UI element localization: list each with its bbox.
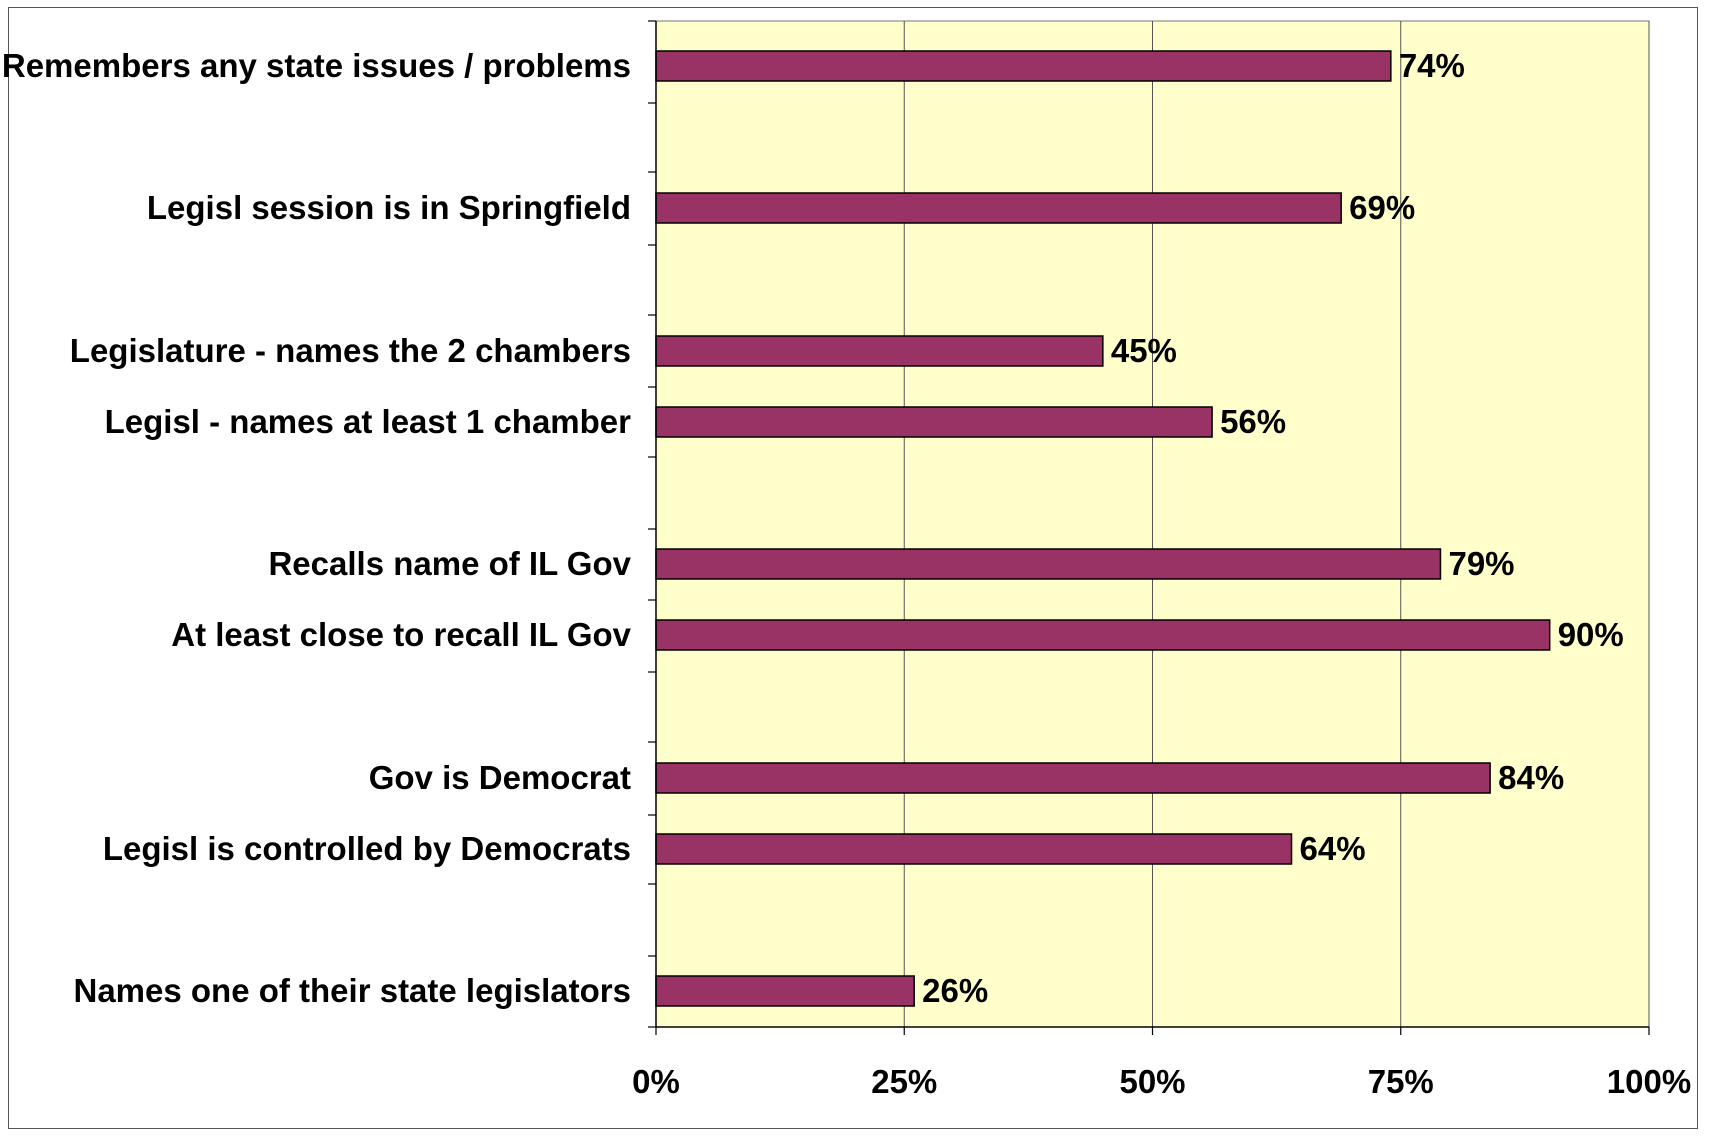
category-labels: Remembers any state issues / problems Leg… — [2, 47, 632, 1009]
bar — [655, 335, 1104, 367]
value-label: 90% — [1558, 616, 1624, 653]
bar — [655, 833, 1293, 865]
value-label: 69% — [1349, 189, 1415, 226]
category-label: Gov is Democrat — [369, 759, 631, 796]
x-tick-label: 75% — [1368, 1063, 1434, 1100]
category-label: Legisl session is in Springfield — [147, 189, 631, 226]
value-label: 84% — [1498, 759, 1564, 796]
bar — [655, 192, 1342, 224]
x-tick-label: 0% — [632, 1063, 680, 1100]
category-label: Names one of their state legislators — [73, 972, 631, 1009]
value-labels: 74% 69% 45% 56% 79% 90% 84% 64% 26% — [922, 47, 1624, 1009]
value-label: 79% — [1448, 545, 1514, 582]
gridlines — [903, 21, 1650, 1027]
bars — [655, 50, 1551, 1007]
value-label: 56% — [1220, 403, 1286, 440]
x-tick-label: 25% — [871, 1063, 937, 1100]
bar — [655, 50, 1392, 82]
x-tick-label: 50% — [1119, 1063, 1185, 1100]
category-label: Legisl - names at least 1 chamber — [105, 403, 632, 440]
bar — [655, 406, 1213, 438]
x-tick-labels: 0% 25% 50% 75% 100% — [632, 1063, 1691, 1100]
value-label: 26% — [922, 972, 988, 1009]
category-label: Remembers any state issues / problems — [2, 47, 631, 84]
category-label: At least close to recall IL Gov — [171, 616, 631, 653]
bar — [655, 619, 1551, 651]
bar — [655, 548, 1442, 580]
axes — [648, 20, 1650, 1035]
category-label: Legisl is controlled by Democrats — [103, 830, 631, 867]
x-tick-label: 100% — [1607, 1063, 1691, 1100]
value-label: 64% — [1300, 830, 1366, 867]
value-label: 45% — [1111, 332, 1177, 369]
value-label: 74% — [1399, 47, 1465, 84]
category-label: Recalls name of IL Gov — [268, 545, 631, 582]
bar — [655, 762, 1491, 794]
bar — [655, 975, 915, 1007]
category-label: Legislature - names the 2 chambers — [70, 332, 631, 369]
